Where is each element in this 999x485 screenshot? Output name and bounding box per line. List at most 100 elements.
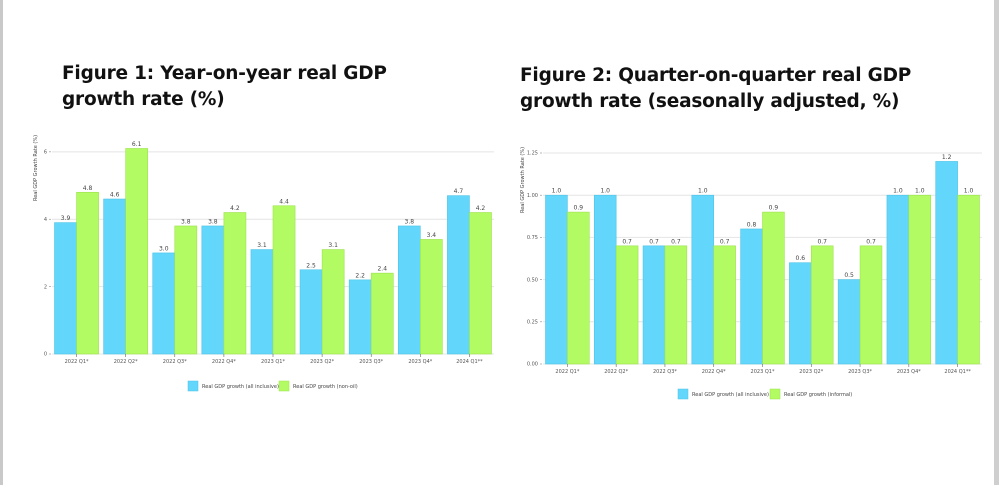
data-label: 4.2 <box>230 205 240 212</box>
bar-series-b <box>321 249 345 355</box>
bar-series-b <box>615 245 639 365</box>
y-tick-label: 1.25 <box>527 151 538 157</box>
legend-label: Real GDP growth (non-oil) <box>293 384 358 390</box>
data-label: 2.2 <box>355 272 365 279</box>
x-tick-label: 2022 Q2* <box>604 369 628 375</box>
y-axis-title: Real GDP Growth Rate (%) <box>520 147 526 213</box>
data-label: 0.7 <box>817 238 827 245</box>
data-label: 4.7 <box>454 188 464 195</box>
y-tick-label: 1.00 <box>527 193 538 199</box>
bar-series-b <box>762 211 785 365</box>
bar-series-a <box>642 245 666 365</box>
x-tick-label: 2024 Q1** <box>944 369 971 375</box>
bar-series-a <box>935 161 958 365</box>
x-tick-label: 2023 Q2* <box>799 369 823 375</box>
y-axis-title: Real GDP Growth Rate (%) <box>33 135 39 201</box>
data-label: 3.8 <box>405 218 415 225</box>
x-tick-label: 2022 Q3* <box>163 359 187 365</box>
data-label: 1.0 <box>893 188 903 195</box>
x-tick-label: 2022 Q4* <box>212 359 236 365</box>
y-tick-label: 0.25 <box>527 320 538 326</box>
data-label: 1.0 <box>915 188 925 195</box>
data-label: 4.2 <box>476 205 486 212</box>
x-tick-label: 2022 Q1* <box>65 359 89 365</box>
x-tick-label: 2023 Q4* <box>408 359 432 365</box>
y-tick-label: 6 <box>44 150 47 156</box>
legend-swatch-series-a <box>677 388 689 400</box>
x-tick-label: 2022 Q4* <box>702 369 726 375</box>
data-label: 0.7 <box>720 238 730 245</box>
data-label: 3.8 <box>181 218 191 225</box>
legend-label: Real GDP growth (all inclusive) <box>692 392 769 398</box>
y-tick-label: 0 <box>44 352 47 358</box>
data-label: 3.8 <box>208 218 218 225</box>
bar-series-a <box>740 228 763 365</box>
data-label: 0.5 <box>844 272 854 279</box>
data-label: 3.9 <box>61 215 71 222</box>
legend-swatch-series-b <box>769 388 781 400</box>
data-label: 0.9 <box>769 205 779 212</box>
legend-swatch-series-b <box>278 380 290 392</box>
bar-series-b <box>223 212 247 355</box>
bar-series-a <box>837 279 861 365</box>
y-tick-label: 0.50 <box>527 277 538 283</box>
data-label: 0.6 <box>796 255 806 262</box>
data-label: 0.7 <box>671 238 681 245</box>
data-label: 0.7 <box>649 238 659 245</box>
x-tick-label: 2022 Q1* <box>555 369 579 375</box>
bar-series-b <box>125 148 149 355</box>
bar-series-b <box>370 272 394 355</box>
legend-label: Real GDP growth (all inclusive) <box>202 384 279 390</box>
data-label: 4.4 <box>279 198 289 205</box>
bar-series-b <box>957 194 980 365</box>
bar-series-b <box>174 225 198 355</box>
data-label: 3.4 <box>427 232 437 239</box>
data-label: 3.1 <box>328 242 338 249</box>
data-label: 0.9 <box>574 205 584 212</box>
data-label: 2.4 <box>377 266 387 273</box>
data-label: 4.6 <box>110 192 120 199</box>
x-tick-label: 2022 Q2* <box>114 359 138 365</box>
data-label: 0.7 <box>622 238 632 245</box>
y-tick-label: 2 <box>44 284 47 290</box>
y-tick-label: 4 <box>44 217 47 223</box>
bar-series-b <box>469 212 492 355</box>
y-tick-label: 0.00 <box>527 362 538 368</box>
legend-label: Real GDP growth (informal) <box>784 392 852 398</box>
bar-series-b <box>420 239 443 355</box>
data-label: 1.2 <box>942 154 952 161</box>
data-label: 1.0 <box>552 188 562 195</box>
figure-1-title: Figure 1: Year-on-year real GDP growth r… <box>62 63 387 110</box>
viewer-scrollbar[interactable] <box>994 0 999 485</box>
x-tick-label: 2023 Q3* <box>359 359 383 365</box>
data-label: 3.0 <box>159 245 169 252</box>
bar-series-b <box>810 245 834 365</box>
bar-series-a <box>593 194 617 365</box>
data-label: 1.0 <box>600 188 610 195</box>
bar-series-b <box>567 211 590 365</box>
x-tick-label: 2023 Q3* <box>848 369 872 375</box>
y-tick-label: 0.75 <box>527 235 538 241</box>
x-tick-label: 2023 Q1* <box>261 359 285 365</box>
data-label: 0.7 <box>866 238 876 245</box>
bar-series-b <box>76 191 99 355</box>
bar-series-b <box>713 245 736 365</box>
x-tick-label: 2023 Q1* <box>751 369 775 375</box>
data-label: 4.8 <box>83 185 93 192</box>
x-tick-label: 2023 Q2* <box>310 359 334 365</box>
bar-series-b <box>272 205 296 355</box>
data-label: 1.0 <box>964 188 974 195</box>
x-tick-label: 2022 Q3* <box>653 369 677 375</box>
x-tick-label: 2024 Q1** <box>456 359 483 365</box>
figure-2-title: Figure 2: Quarter-on-quarter real GDP gr… <box>520 65 912 112</box>
data-label: 0.8 <box>747 221 757 228</box>
legend-swatch-series-a <box>187 380 199 392</box>
bar-series-a <box>789 262 812 365</box>
bar-series-a <box>886 194 910 365</box>
bar-series-b <box>664 245 688 365</box>
viewer-left-border <box>0 0 3 485</box>
x-tick-label: 2023 Q4* <box>897 369 921 375</box>
data-label: 3.1 <box>257 242 267 249</box>
